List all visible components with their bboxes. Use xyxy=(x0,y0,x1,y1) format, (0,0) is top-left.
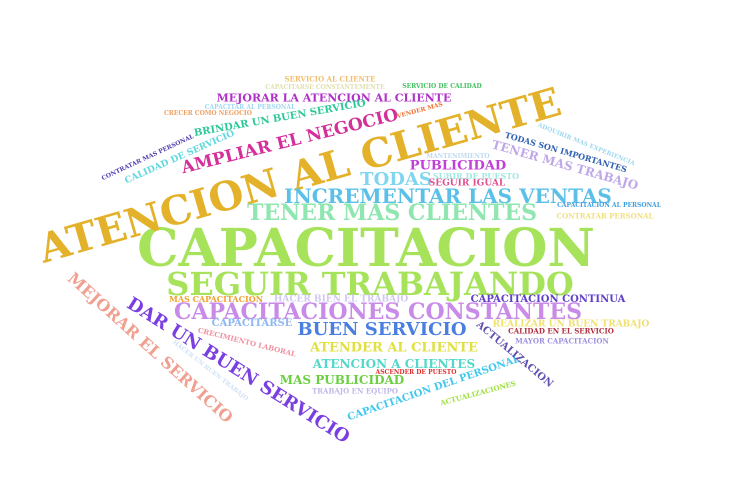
word-servicio-al-cliente: SERVICIO AL CLIENTE xyxy=(284,74,376,84)
word-trabajo-en-equipo: TRABAJO EN EQUIPO xyxy=(312,386,398,396)
word-capacitarse-constantemente: CAPACITARSE CONSTANTEMENTE xyxy=(265,84,385,91)
word-capacitarse: CAPACITARSE xyxy=(211,318,293,329)
word-realizar-un-buen-trabajo: REALIZAR UN BUEN TRABAJO xyxy=(492,319,650,330)
word-tener-mas-clientes: TENER MAS CLIENTES xyxy=(246,200,538,226)
word-capacitacion-continua: CAPACITACION CONTINUA xyxy=(470,294,626,305)
word-capacitacion-al-personal: CAPACITACION AL PERSONAL xyxy=(557,202,661,209)
word-incrementar-las-ventas: INCREMENTAR LAS VENTAS xyxy=(284,184,612,208)
word-mejorar-la-atencion-al-cliente: MEJORAR LA ATENCION AL CLIENTE xyxy=(216,91,452,105)
word-ascender-de-puesto: ASCENDER DE PUESTO xyxy=(375,369,457,376)
word-subir-de-puesto: SUBIR DE PUESTO xyxy=(432,171,520,181)
word-crecer-como-negocio: CRECER COMO NEGOCIO xyxy=(164,110,252,117)
word-capacitacion: CAPACITACION xyxy=(137,218,595,279)
word-mas-publicidad: MAS PUBLICIDAD xyxy=(279,373,405,387)
word-todas: TODAS xyxy=(360,169,432,190)
word-mas-capacitacion: MAS CAPACITACION xyxy=(168,294,264,304)
word-calidad-en-el-servicio: CALIDAD EN EL SERVICIO xyxy=(508,326,614,336)
word-publicidad: PUBLICIDAD xyxy=(409,158,507,174)
word-atender-al-cliente: ATENDER AL CLIENTE xyxy=(309,340,479,356)
word-servicio-de-calidad: SERVICIO DE CALIDAD xyxy=(402,83,482,90)
word-mayor-capacitacion: MAYOR CAPACITACION xyxy=(515,336,609,346)
word-capacitaciones-constantes: CAPACITACIONES CONSTANTES xyxy=(173,299,583,325)
word-contratar-personal: CONTRATAR PERSONAL xyxy=(556,211,654,221)
word-buen-servicio: BUEN SERVICIO xyxy=(297,319,467,340)
word-hacer-bien-el-trabajo: HACER BIEN EL TRABAJO xyxy=(273,294,409,305)
word-seguir-igual: SEGUIR IGUAL xyxy=(428,178,506,189)
word-mantenimiento: MANTENIMIENTO xyxy=(426,153,490,160)
word-seguir-trabajando: SEGUIR TRABAJANDO xyxy=(166,265,574,303)
word-atencion-a-clientes: ATENCION A CLIENTES xyxy=(312,357,476,371)
word-capacitar-al-personal: CAPACITAR AL PERSONAL xyxy=(204,104,296,111)
